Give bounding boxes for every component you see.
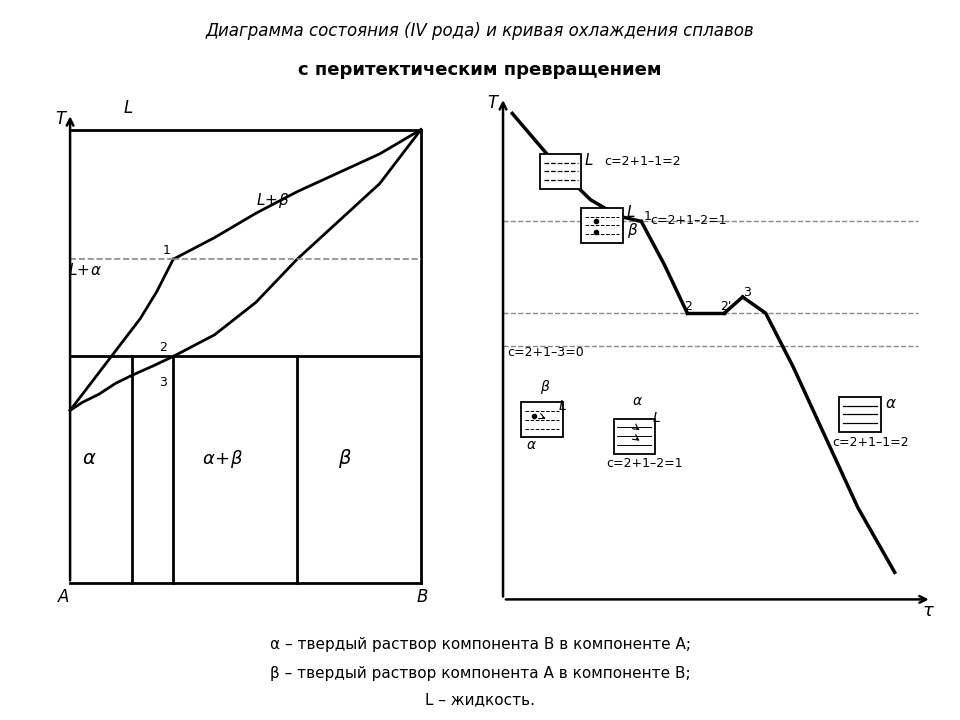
Text: T: T	[56, 110, 65, 128]
Text: c=2+1–1=2: c=2+1–1=2	[605, 155, 681, 168]
Text: c=2+1–2=1: c=2+1–2=1	[607, 457, 684, 470]
Text: с перитектическим превращением: с перитектическим превращением	[299, 61, 661, 79]
Text: 1: 1	[643, 210, 652, 223]
Text: c=2+1–2=1: c=2+1–2=1	[651, 214, 727, 227]
Text: L – жидкость.: L – жидкость.	[425, 693, 535, 708]
Text: $\alpha\!+\!\beta$: $\alpha\!+\!\beta$	[203, 449, 243, 470]
Text: A: A	[58, 588, 69, 606]
Text: L: L	[627, 205, 635, 220]
Text: B: B	[417, 588, 428, 606]
Text: T: T	[487, 94, 497, 112]
Text: $\alpha$: $\alpha$	[884, 396, 897, 410]
Text: $L\!+\!\beta$: $L\!+\!\beta$	[255, 192, 289, 210]
Text: 2: 2	[684, 300, 691, 313]
Bar	[521, 402, 563, 437]
Bar	[540, 154, 582, 189]
Text: $L\!+\!\alpha$: $L\!+\!\alpha$	[68, 262, 102, 279]
Text: $\alpha$: $\alpha$	[632, 394, 643, 408]
Text: c=2+1–3=0: c=2+1–3=0	[508, 346, 585, 359]
Text: L: L	[559, 400, 566, 413]
Text: 3: 3	[744, 286, 752, 299]
Text: c=2+1–1=2: c=2+1–1=2	[832, 436, 909, 449]
Text: 2: 2	[158, 341, 167, 354]
Text: Диаграмма состояния (IV рода) и кривая охлаждения сплавов: Диаграмма состояния (IV рода) и кривая о…	[205, 22, 755, 40]
Text: L: L	[653, 411, 660, 426]
Text: 2': 2'	[721, 300, 732, 313]
Text: $\beta$: $\beta$	[339, 447, 352, 470]
Text: α – твердый раствор компонента B в компоненте A;: α – твердый раствор компонента B в компо…	[270, 637, 690, 652]
Text: 3: 3	[158, 376, 167, 389]
Text: L: L	[124, 99, 133, 117]
Text: β – твердый раствор компонента A в компоненте B;: β – твердый раствор компонента A в компо…	[270, 666, 690, 681]
Text: $\alpha$: $\alpha$	[526, 438, 537, 452]
Text: $\beta$: $\beta$	[627, 221, 637, 240]
Text: $\beta$: $\beta$	[540, 379, 550, 397]
Bar	[839, 397, 881, 432]
Text: L: L	[585, 153, 593, 168]
Text: $\tau$: $\tau$	[923, 602, 935, 620]
Text: 1: 1	[163, 244, 171, 257]
Text: $\alpha$: $\alpha$	[83, 449, 97, 469]
Bar	[582, 208, 623, 243]
Bar	[613, 418, 655, 454]
